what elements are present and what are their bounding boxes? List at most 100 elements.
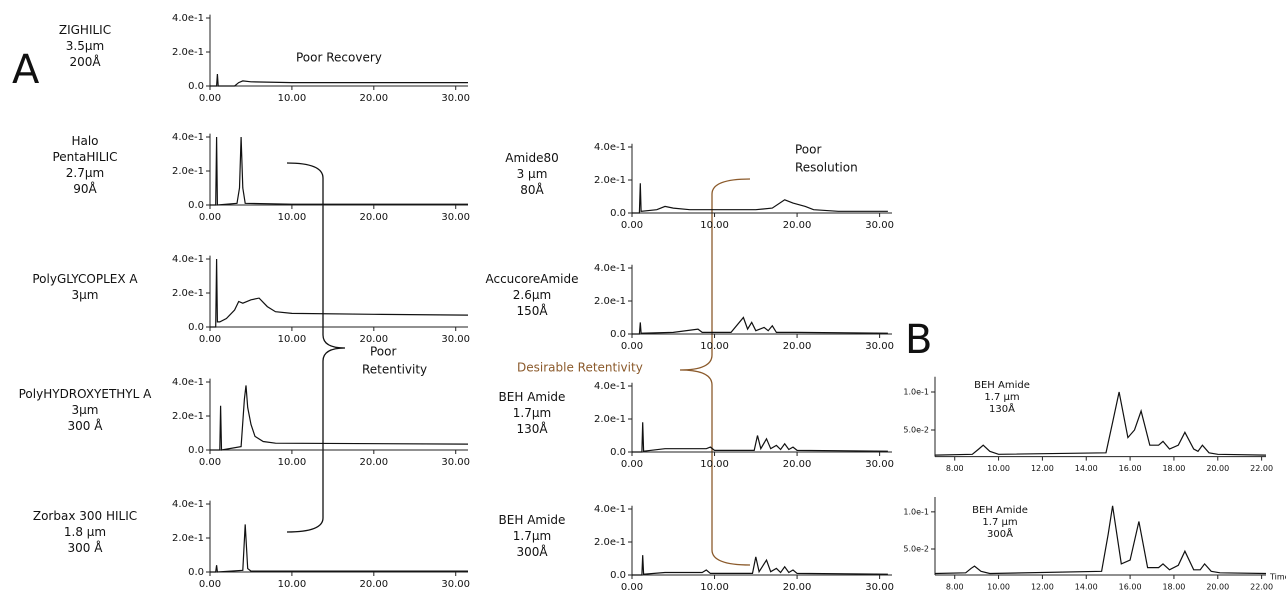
y-tick-label: 5.0e-2 bbox=[903, 426, 929, 435]
y-tick-label: 4.0e-1 bbox=[594, 263, 626, 274]
column-label: 130Å bbox=[516, 421, 548, 436]
y-tick-label: 2.0e-1 bbox=[594, 175, 626, 186]
x-tick-label: 10.00 bbox=[700, 220, 729, 231]
x-tick-label: 30.00 bbox=[865, 582, 894, 592]
trace bbox=[934, 391, 1267, 456]
x-tick-label: 0.00 bbox=[621, 341, 643, 352]
x-tick-label: 30.00 bbox=[865, 459, 894, 470]
x-tick-label: 18.00 bbox=[1162, 583, 1185, 592]
column-label: 300 Å bbox=[68, 418, 104, 433]
trace bbox=[210, 136, 468, 206]
column-label: 1.7µm bbox=[513, 529, 551, 543]
y-tick-label: 2.0e-1 bbox=[172, 411, 204, 422]
x-tick-label: 20.00 bbox=[1206, 464, 1229, 473]
column-label: 150Å bbox=[516, 303, 548, 318]
x-tick-label: 10.00 bbox=[278, 579, 307, 590]
panel-label: B bbox=[905, 317, 932, 363]
x-tick-label: 30.00 bbox=[441, 93, 470, 104]
annotation: Desirable Retentivity bbox=[517, 361, 643, 375]
x-tick-label: 0.00 bbox=[199, 579, 221, 590]
column-label: 300Å bbox=[987, 527, 1013, 540]
y-tick-label: 0.0 bbox=[188, 445, 204, 456]
column-label: Amide80 bbox=[505, 151, 559, 165]
column-label: BEH Amide bbox=[499, 513, 566, 527]
x-tick-label: 10.00 bbox=[700, 459, 729, 470]
y-tick-label: 4.0e-1 bbox=[172, 13, 204, 24]
y-tick-label: 0.0 bbox=[610, 447, 626, 458]
x-axis-label: Time bbox=[1269, 573, 1286, 582]
annotation: Poor Recovery bbox=[296, 51, 382, 65]
x-tick-label: 20.00 bbox=[783, 341, 812, 352]
x-tick-label: 0.00 bbox=[621, 220, 643, 231]
x-tick-label: 22.00 bbox=[1250, 583, 1273, 592]
y-tick-label: 2.0e-1 bbox=[594, 296, 626, 307]
trace bbox=[632, 422, 888, 453]
x-tick-label: 10.00 bbox=[987, 583, 1010, 592]
column-label: 80Å bbox=[520, 182, 544, 197]
column-label: 2.6µm bbox=[513, 288, 551, 302]
column-label: 1.7 µm bbox=[982, 517, 1017, 528]
column-label: 3µm bbox=[72, 403, 99, 417]
x-tick-label: 0.00 bbox=[199, 212, 221, 223]
x-tick-label: 20.00 bbox=[359, 212, 388, 223]
x-tick-label: 10.00 bbox=[278, 212, 307, 223]
x-tick-label: 18.00 bbox=[1162, 464, 1185, 473]
y-tick-label: 4.0e-1 bbox=[594, 381, 626, 392]
column-label: ZIGHILIC bbox=[59, 23, 111, 37]
x-tick-label: 8.00 bbox=[946, 464, 964, 473]
trace bbox=[632, 555, 888, 576]
x-tick-label: 12.00 bbox=[1031, 583, 1054, 592]
x-tick-label: 10.00 bbox=[700, 341, 729, 352]
x-tick-label: 20.00 bbox=[359, 579, 388, 590]
column-label: BEH Amide bbox=[972, 505, 1028, 516]
column-label: PentaHILIC bbox=[52, 150, 117, 164]
column-label: 90Å bbox=[73, 181, 97, 196]
x-tick-label: 0.00 bbox=[621, 459, 643, 470]
x-tick-label: 20.00 bbox=[359, 93, 388, 104]
annotation: Poor bbox=[795, 143, 821, 157]
retentivity-bracket bbox=[286, 162, 346, 533]
x-tick-label: 22.00 bbox=[1250, 464, 1273, 473]
x-tick-label: 14.00 bbox=[1075, 464, 1098, 473]
x-tick-label: 10.00 bbox=[987, 464, 1010, 473]
y-tick-label: 0.0 bbox=[188, 322, 204, 333]
x-tick-label: 20.00 bbox=[359, 334, 388, 345]
annotation: Retentivity bbox=[362, 363, 427, 377]
trace bbox=[210, 258, 469, 328]
x-tick-label: 0.00 bbox=[621, 582, 643, 592]
x-tick-label: 10.00 bbox=[700, 582, 729, 592]
y-tick-label: 0.0 bbox=[188, 567, 204, 578]
y-tick-label: 4.0e-1 bbox=[172, 499, 204, 510]
column-label: 200Å bbox=[69, 54, 101, 69]
x-tick-label: 20.00 bbox=[1206, 583, 1229, 592]
y-tick-label: 0.0 bbox=[188, 200, 204, 211]
y-tick-label: 4.0e-1 bbox=[594, 504, 626, 515]
x-tick-label: 14.00 bbox=[1075, 583, 1098, 592]
x-tick-label: 30.00 bbox=[441, 457, 470, 468]
column-label: 3µm bbox=[72, 288, 99, 302]
y-tick-label: 2.0e-1 bbox=[594, 537, 626, 548]
column-label: 1.8 µm bbox=[64, 525, 106, 539]
x-tick-label: 30.00 bbox=[865, 220, 894, 231]
x-tick-label: 8.00 bbox=[946, 583, 964, 592]
x-tick-label: 10.00 bbox=[278, 93, 307, 104]
y-tick-label: 5.0e-2 bbox=[903, 545, 929, 554]
x-tick-label: 10.00 bbox=[278, 457, 307, 468]
annotation: Poor bbox=[370, 345, 396, 359]
y-tick-label: 0.0 bbox=[610, 570, 626, 581]
x-tick-label: 16.00 bbox=[1119, 583, 1142, 592]
column-label: Zorbax 300 HILIC bbox=[33, 509, 137, 523]
y-tick-label: 4.0e-1 bbox=[172, 377, 204, 388]
x-tick-label: 16.00 bbox=[1119, 464, 1142, 473]
trace bbox=[632, 183, 888, 214]
x-tick-label: 30.00 bbox=[865, 341, 894, 352]
y-tick-label: 0.0 bbox=[610, 329, 626, 340]
trace bbox=[210, 524, 468, 573]
x-tick-label: 0.00 bbox=[199, 334, 221, 345]
trace bbox=[210, 74, 468, 87]
y-tick-label: 4.0e-1 bbox=[172, 254, 204, 265]
column-label: BEH Amide bbox=[499, 390, 566, 404]
column-label: PolyGLYCOPLEX A bbox=[32, 272, 138, 286]
column-label: PolyHYDROXYETHYL A bbox=[19, 387, 153, 401]
y-tick-label: 2.0e-1 bbox=[594, 414, 626, 425]
